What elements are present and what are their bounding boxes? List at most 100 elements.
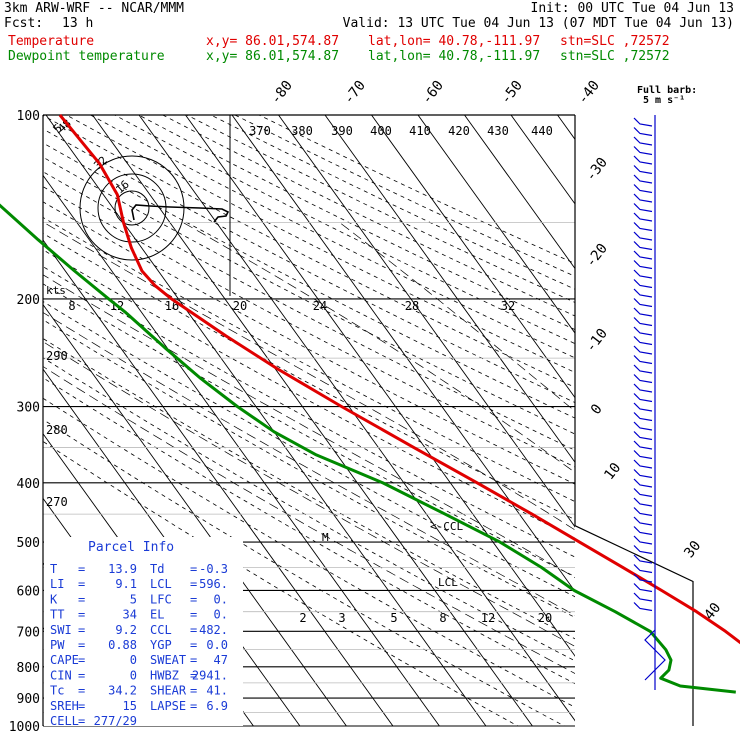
parcel-info-value: 482. <box>199 623 228 637</box>
isotherm-line <box>185 115 575 657</box>
hodograph-trace <box>131 204 230 223</box>
parcel-info-value: 0 <box>130 668 137 682</box>
wind-barb <box>633 516 653 526</box>
parcel-info-value: 47 <box>214 653 228 667</box>
mixing-ratio-label: 12 <box>481 611 495 625</box>
parcel-info-key: YGP <box>150 638 172 652</box>
barb-key-title: Full barb: <box>637 85 697 96</box>
dry-adiabat-line <box>186 115 575 303</box>
wind-barb <box>633 298 653 308</box>
parcel-info-equals: = <box>190 653 197 667</box>
wind-barb <box>633 364 653 374</box>
wind-barb <box>633 184 653 194</box>
parcel-info-value: 0.88 <box>108 638 137 652</box>
parcel-info-equals: = <box>190 577 197 591</box>
wind-barb <box>633 488 653 498</box>
theta-label: 380 <box>291 124 313 138</box>
wind-barb <box>633 431 653 441</box>
wind-barb <box>633 117 653 127</box>
isotherm-line <box>43 174 440 726</box>
temperature-xy: x,y= 86.01,574.87 <box>206 34 340 49</box>
parcel-info-key: Tc <box>50 684 64 698</box>
wind-barb <box>633 250 653 260</box>
dry-adiabat-line <box>162 115 575 317</box>
wind-barb <box>633 203 653 213</box>
pressure-tick-label: 500 <box>17 536 40 551</box>
moist-adiabat-line <box>43 366 575 674</box>
wind-barb <box>633 573 653 583</box>
wind-barb <box>633 402 653 412</box>
parcel-info-value: 0.0 <box>206 638 228 652</box>
isotherm-line <box>45 115 487 726</box>
pressure-tick-label: 700 <box>17 625 40 640</box>
parcel-info-key: CCL <box>150 623 172 637</box>
model-title: 3km ARW-WRF -- NCAR/MMM <box>4 1 185 16</box>
ccl-marker: <-CCL <box>430 520 463 533</box>
pressure-tick-label: 1000 <box>9 720 40 735</box>
dry-adiabat-line <box>43 283 575 578</box>
parcel-info-key: SREH <box>50 699 79 713</box>
wind-barb <box>633 355 653 365</box>
parcel-info-value: 0. <box>214 592 228 606</box>
moist-adiabat-line <box>43 312 575 616</box>
theta-label: 270 <box>46 495 68 509</box>
parcel-info-value: 0. <box>214 608 228 622</box>
temperature-profile-line <box>58 114 740 645</box>
diagram-grid <box>42 114 694 727</box>
parcel-info-key: LAPSE <box>150 699 186 713</box>
parcel-info-key: LI <box>50 577 64 591</box>
wind-barb <box>633 564 653 574</box>
parcel-info-value: 277/29 <box>94 714 137 728</box>
parcel-info-equals: = <box>78 592 85 606</box>
wind-barb <box>633 193 653 203</box>
wind-barb <box>633 307 653 317</box>
parcel-info-value: 15 <box>123 699 137 713</box>
moist-adiabat-line <box>43 341 575 647</box>
parcel-info-equals: = <box>190 668 197 682</box>
parcel-info-equals: = <box>78 638 85 652</box>
parcel-info-equals: = <box>78 714 85 728</box>
parcel-info-key: Td <box>150 562 164 576</box>
parcel-info-value: 596. <box>199 577 228 591</box>
parcel-info-key: LCL <box>150 577 172 591</box>
theta-label: 280 <box>46 423 68 437</box>
mixing-ratio-label: 3 <box>338 611 345 625</box>
wind-barb <box>633 317 653 327</box>
theta-label: 430 <box>487 124 509 138</box>
dewpoint-latlon: lat,lon= 40.78,-111.97 <box>368 49 541 64</box>
pressure-tick-label: 800 <box>17 661 40 676</box>
moist-adiabat-line <box>43 222 575 531</box>
parcel-info-value: -0.3 <box>199 562 228 576</box>
dewpoint-station: stn=SLC ,72572 <box>560 49 670 64</box>
pressure-tick-label: 900 <box>17 692 40 707</box>
hodograph-axis-label: 32 <box>501 299 515 313</box>
dry-adiabat-line <box>43 440 519 726</box>
parcel-info-equals: = <box>190 684 197 698</box>
dewpoint-legend: Dewpoint temperature <box>8 49 165 64</box>
parcel-info-equals: = <box>190 592 197 606</box>
hodograph-ring <box>114 190 150 226</box>
hodograph-unit-label: kts <box>46 284 66 297</box>
wind-barb <box>633 269 653 279</box>
wind-barb <box>633 288 653 298</box>
dry-adiabat-line <box>43 232 575 521</box>
isotherm-line <box>138 115 575 722</box>
parcel-info-equals: = <box>78 684 85 698</box>
grid-lines-clipped <box>43 115 575 726</box>
wind-barb <box>633 146 653 156</box>
pressure-tick-label: 300 <box>17 401 40 416</box>
parcel-info-key: CELL <box>50 714 79 728</box>
lcl-marker: LCL <box>438 576 458 589</box>
wind-barb <box>633 602 653 612</box>
hodograph-axis-label: 28 <box>405 299 419 313</box>
valid-time: Valid: 13 UTC Tue 04 Jun 13 (07 MDT Tue … <box>342 16 734 31</box>
isotherm-line <box>417 115 575 334</box>
isotherm-label: -40 <box>575 78 603 108</box>
parcel-info-title: Parcel Info <box>88 540 174 555</box>
isotherm-label: -80 <box>268 78 296 108</box>
wind-barb <box>633 127 653 137</box>
parcel-info-key: CAPE <box>50 653 79 667</box>
dewpoint-profile-line <box>0 203 736 694</box>
wind-barb <box>633 478 653 488</box>
hodograph-axis-label: 8 <box>68 299 75 313</box>
